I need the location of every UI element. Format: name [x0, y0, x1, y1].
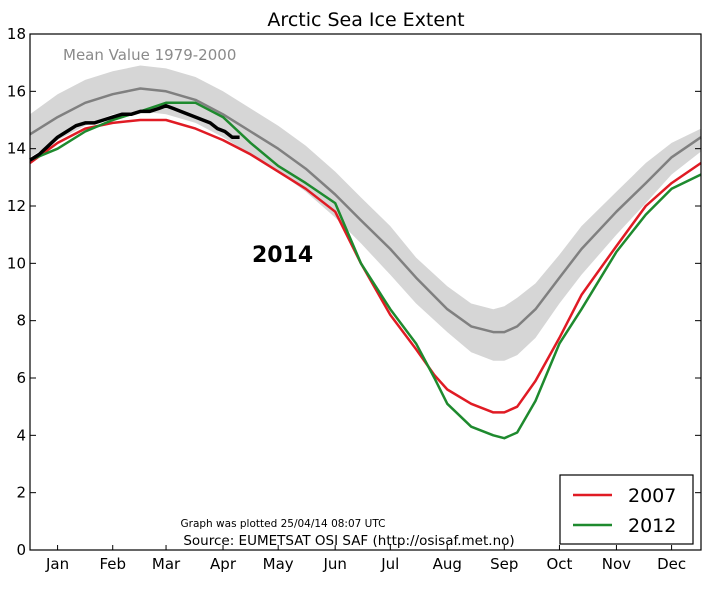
mean-value-label: Mean Value 1979-2000 — [63, 46, 236, 64]
legend-box — [559, 474, 694, 545]
x-tick-label: Oct — [546, 555, 572, 573]
y-tick-label: 6 — [16, 369, 26, 387]
y-tick-label: 0 — [16, 541, 26, 559]
range-band — [30, 65, 701, 361]
x-tick-label: May — [263, 555, 294, 573]
x-tick-label: Jun — [322, 555, 346, 573]
x-tick-label: Apr — [210, 555, 237, 573]
series-line-y2007 — [29, 118, 702, 414]
y-tick-label: 4 — [16, 426, 26, 444]
source-note: Source: EUMETSAT OSI SAF (http://osisaf.… — [183, 533, 514, 549]
series-line-y2012 — [29, 101, 702, 440]
y-tick-label: 14 — [7, 140, 26, 158]
legend: 2007 2012 — [559, 474, 694, 545]
y-tick-label: 12 — [7, 197, 26, 215]
x-tick-label: Feb — [99, 555, 126, 573]
y-tick-label: 2 — [16, 484, 26, 502]
y-tick-label: 10 — [7, 254, 26, 272]
plot-frame — [29, 33, 702, 551]
series-line-mean — [29, 87, 702, 334]
plotted-note: Graph was plotted 25/04/14 08:07 UTC — [181, 518, 386, 530]
y-tick-label: 16 — [7, 82, 26, 100]
chart-title: Arctic Sea Ice Extent — [267, 9, 464, 31]
x-tick-label: Aug — [433, 555, 462, 573]
x-tick-label: Nov — [602, 555, 631, 573]
plot-area: 0 2 4 6 8 10 12 14 16 18 Jan Feb Mar Apr May Jun Jul Aug S… — [7, 25, 702, 573]
legend-label-2007: 2007 — [628, 485, 676, 507]
x-tick-label: Jan — [45, 555, 69, 573]
x-tick-label: Sep — [490, 555, 518, 573]
x-tick-label: Mar — [152, 555, 181, 573]
y-tick-label: 8 — [16, 312, 26, 330]
legend-label-2012: 2012 — [628, 515, 676, 537]
year-2014-label: 2014 — [252, 243, 313, 268]
x-tick-label: Dec — [657, 555, 686, 573]
x-tick-label: Jul — [380, 555, 399, 573]
y-tick-label: 18 — [7, 25, 26, 43]
series-line-y2014 — [29, 103, 240, 162]
